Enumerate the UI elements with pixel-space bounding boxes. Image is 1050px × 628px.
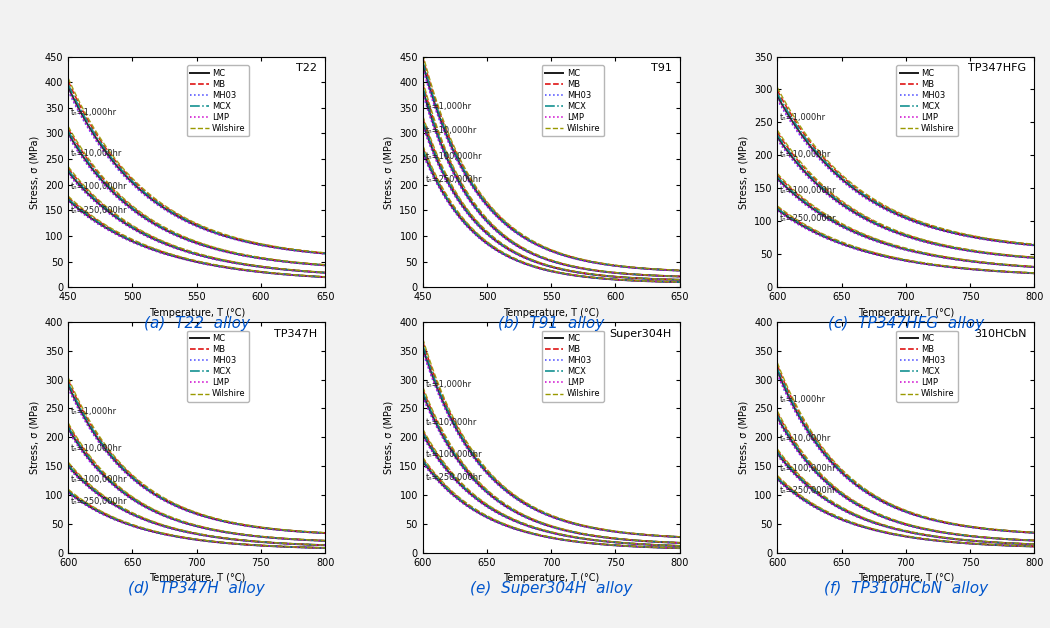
Text: tₙ=10,000hr: tₙ=10,000hr xyxy=(780,150,832,159)
X-axis label: Temperature, T (°C): Temperature, T (°C) xyxy=(503,308,600,318)
X-axis label: Temperature, T (°C): Temperature, T (°C) xyxy=(858,308,953,318)
X-axis label: Temperature, T (°C): Temperature, T (°C) xyxy=(149,573,245,583)
Text: tₙ=1,000hr: tₙ=1,000hr xyxy=(780,395,826,404)
Legend: MC, MB, MH03, MCX, LMP, Wilshire: MC, MB, MH03, MCX, LMP, Wilshire xyxy=(187,331,249,402)
Legend: MC, MB, MH03, MCX, LMP, Wilshire: MC, MB, MH03, MCX, LMP, Wilshire xyxy=(897,331,959,402)
Text: 310HCbN: 310HCbN xyxy=(974,329,1027,339)
Y-axis label: Stress, σ (MPa): Stress, σ (MPa) xyxy=(383,401,394,474)
Text: (e)  Super304H  alloy: (e) Super304H alloy xyxy=(470,581,632,596)
Text: T91: T91 xyxy=(651,63,672,73)
Legend: MC, MB, MH03, MCX, LMP, Wilshire: MC, MB, MH03, MCX, LMP, Wilshire xyxy=(897,65,959,136)
Legend: MC, MB, MH03, MCX, LMP, Wilshire: MC, MB, MH03, MCX, LMP, Wilshire xyxy=(542,65,604,136)
Text: tₙ=100,000hr: tₙ=100,000hr xyxy=(780,187,837,195)
Text: Super304H: Super304H xyxy=(610,329,672,339)
X-axis label: Temperature, T (°C): Temperature, T (°C) xyxy=(503,573,600,583)
Text: tₙ=10,000hr: tₙ=10,000hr xyxy=(425,418,477,427)
Text: tₙ=10,000hr: tₙ=10,000hr xyxy=(70,149,122,158)
Text: tₙ=1,000hr: tₙ=1,000hr xyxy=(425,102,471,111)
Text: tₙ=250,000hr: tₙ=250,000hr xyxy=(780,214,837,223)
Text: tₙ=10,000hr: tₙ=10,000hr xyxy=(425,126,477,134)
Y-axis label: Stress, σ (MPa): Stress, σ (MPa) xyxy=(29,401,39,474)
Text: tₙ=250,000hr: tₙ=250,000hr xyxy=(425,473,482,482)
Y-axis label: Stress, σ (MPa): Stress, σ (MPa) xyxy=(738,135,749,208)
Text: tₙ=1,000hr: tₙ=1,000hr xyxy=(780,114,826,122)
Text: (f)  TP310HCbN  alloy: (f) TP310HCbN alloy xyxy=(824,581,988,596)
X-axis label: Temperature, T (°C): Temperature, T (°C) xyxy=(858,573,953,583)
Text: tₙ=100,000hr: tₙ=100,000hr xyxy=(780,464,837,474)
Text: tₙ=100,000hr: tₙ=100,000hr xyxy=(425,153,482,161)
Text: tₙ=100,000hr: tₙ=100,000hr xyxy=(70,182,127,191)
Text: tₙ=250,000hr: tₙ=250,000hr xyxy=(425,175,482,184)
Text: tₙ=250,000hr: tₙ=250,000hr xyxy=(70,207,127,215)
Text: tₙ=250,000hr: tₙ=250,000hr xyxy=(70,497,127,506)
Text: tₙ=250,000hr: tₙ=250,000hr xyxy=(780,485,837,494)
Text: tₙ=1,000hr: tₙ=1,000hr xyxy=(70,407,117,416)
Text: tₙ=10,000hr: tₙ=10,000hr xyxy=(70,444,122,453)
Y-axis label: Stress, σ (MPa): Stress, σ (MPa) xyxy=(29,135,39,208)
Text: tₙ=10,000hr: tₙ=10,000hr xyxy=(780,435,832,443)
Legend: MC, MB, MH03, MCX, LMP, Wilshire: MC, MB, MH03, MCX, LMP, Wilshire xyxy=(542,331,604,402)
Legend: MC, MB, MH03, MCX, LMP, Wilshire: MC, MB, MH03, MCX, LMP, Wilshire xyxy=(187,65,249,136)
Text: TP347H: TP347H xyxy=(274,329,317,339)
Text: (b)  T91  alloy: (b) T91 alloy xyxy=(498,315,605,330)
Text: (a)  T22  alloy: (a) T22 alloy xyxy=(144,315,250,330)
Text: T22: T22 xyxy=(296,63,317,73)
Y-axis label: Stress, σ (MPa): Stress, σ (MPa) xyxy=(383,135,394,208)
Text: TP347HFG: TP347HFG xyxy=(968,63,1027,73)
Text: tₙ=1,000hr: tₙ=1,000hr xyxy=(425,380,471,389)
X-axis label: Temperature, T (°C): Temperature, T (°C) xyxy=(149,308,245,318)
Text: tₙ=1,000hr: tₙ=1,000hr xyxy=(70,109,117,117)
Text: tₙ=100,000hr: tₙ=100,000hr xyxy=(425,450,482,460)
Text: tₙ=100,000hr: tₙ=100,000hr xyxy=(70,475,127,484)
Text: (d)  TP347H  alloy: (d) TP347H alloy xyxy=(128,581,265,596)
Y-axis label: Stress, σ (MPa): Stress, σ (MPa) xyxy=(738,401,749,474)
Text: (c)  TP347HFG  alloy: (c) TP347HFG alloy xyxy=(827,315,984,330)
